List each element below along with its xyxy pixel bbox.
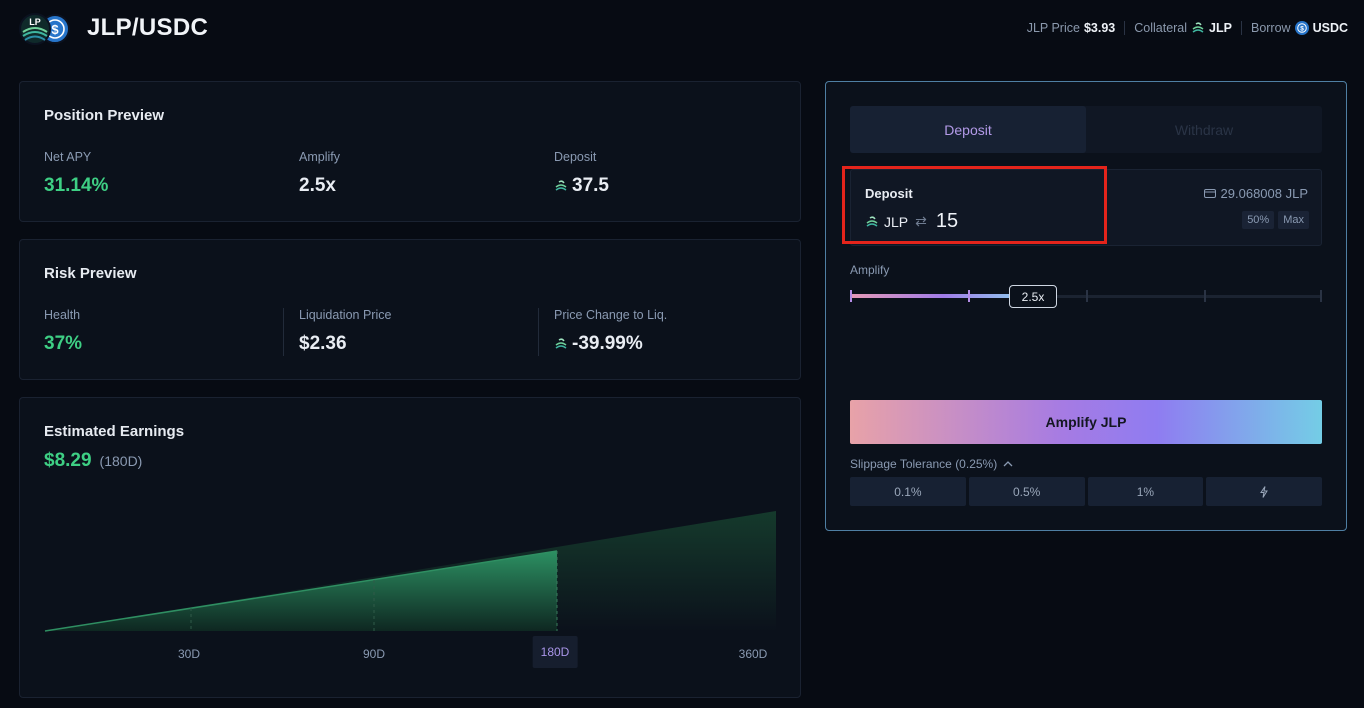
deposit-value: 37.5 xyxy=(572,175,609,196)
collateral-label: Collateral xyxy=(1134,21,1188,35)
amplify-jlp-button[interactable]: Amplify JLP xyxy=(850,400,1322,444)
earnings-area xyxy=(45,511,776,631)
amplify-label: Amplify xyxy=(299,150,340,164)
liquidation-price-value: $2.36 xyxy=(299,333,347,354)
slippage-option-0-5[interactable]: 0.5% xyxy=(968,477,1085,506)
deposit-amount-input[interactable]: 15 xyxy=(935,210,959,232)
borrow-label: Borrow xyxy=(1250,21,1291,35)
page-title: JLP/USDC xyxy=(87,14,209,41)
position-preview-card: Position Preview Net APY 31.14% Amplify … xyxy=(19,81,801,222)
divider xyxy=(1124,21,1126,35)
amplify-value: 2.5x xyxy=(299,175,336,196)
slider-tick xyxy=(1086,290,1088,302)
svg-text:$: $ xyxy=(51,22,59,37)
lightning-icon xyxy=(1260,485,1269,498)
slippage-label: Slippage Tolerance (0.25%) xyxy=(850,457,998,471)
jlp-token-icon xyxy=(866,215,878,227)
slippage-option-1[interactable]: 1% xyxy=(1087,477,1204,506)
tick-180d[interactable]: 180D xyxy=(532,636,578,668)
slider-tick xyxy=(968,290,970,302)
jlp-price: JLP Price $3.93 xyxy=(1027,21,1116,35)
net-apy-label: Net APY xyxy=(44,150,92,164)
divider xyxy=(538,308,539,356)
deposit-token-row: JLP ⇄ 15 xyxy=(865,210,958,233)
jlp-price-value: $3.93 xyxy=(1083,21,1116,35)
estimated-earnings-card: Estimated Earnings $8.29 (180D) 30D 90D … xyxy=(19,397,801,698)
quick-amount-buttons: 50% Max xyxy=(1242,211,1309,229)
pair-logo: $ LP xyxy=(18,12,70,46)
wallet-balance-value: 29.068008 JLP xyxy=(1220,186,1308,201)
slider-tick xyxy=(850,290,852,302)
jlp-token-icon xyxy=(555,180,567,191)
risk-preview-card: Risk Preview Health 37% Liquidation Pric… xyxy=(19,239,801,380)
half-button[interactable]: 50% xyxy=(1242,211,1275,229)
amplify-slider-thumb[interactable]: 2.5x xyxy=(1009,285,1057,308)
liquidation-price-label: Liquidation Price xyxy=(299,308,392,322)
jlp-price-label: JLP Price xyxy=(1026,21,1080,35)
price-change-value: -39.99% xyxy=(572,333,643,354)
deposit-input-label: Deposit xyxy=(865,186,913,201)
max-button[interactable]: Max xyxy=(1278,211,1309,229)
jlp-token-icon xyxy=(1192,22,1204,33)
swap-arrows-icon[interactable]: ⇄ xyxy=(915,213,927,229)
deposit-withdraw-tabs: Deposit Withdraw xyxy=(850,106,1322,153)
amplify-panel: Deposit Withdraw Deposit JLP ⇄ 15 29.068… xyxy=(825,81,1347,531)
amplify-slider-fill xyxy=(850,294,1020,298)
risk-preview-title: Risk Preview xyxy=(44,265,137,282)
deposit-highlight-box xyxy=(842,166,1107,244)
jlp-token-icon xyxy=(555,338,567,349)
wallet-icon xyxy=(1203,189,1216,198)
slider-tick xyxy=(1320,290,1322,302)
tick-360d[interactable]: 360D xyxy=(738,647,768,661)
slippage-option-dynamic[interactable] xyxy=(1206,477,1322,506)
svg-text:$: $ xyxy=(1300,26,1304,33)
borrow-info: Borrow $ USDC xyxy=(1251,21,1348,35)
chevron-up-icon xyxy=(1003,461,1013,467)
divider xyxy=(1240,21,1242,35)
tab-withdraw[interactable]: Withdraw xyxy=(1174,121,1234,138)
usdc-token-icon: $ xyxy=(1294,21,1309,35)
tick-90d[interactable]: 90D xyxy=(362,647,386,661)
position-preview-title: Position Preview xyxy=(44,107,165,124)
price-change-stat: -39.99% xyxy=(554,333,643,355)
tick-30d[interactable]: 30D xyxy=(177,647,201,661)
wallet-balance: 29.068008 JLP xyxy=(1203,186,1308,201)
earnings-amount: $8.29 xyxy=(44,450,92,471)
earnings-value: $8.29 (180D) xyxy=(44,450,142,472)
divider xyxy=(283,308,284,356)
slippage-option-0-1[interactable]: 0.1% xyxy=(850,477,966,506)
earnings-chart xyxy=(44,511,776,632)
collateral-info: Collateral JLP xyxy=(1134,21,1232,35)
health-label: Health xyxy=(44,308,81,322)
slippage-options: 0.1% 0.5% 1% xyxy=(850,477,1322,506)
slider-tick xyxy=(1204,290,1206,302)
deposit-input-box[interactable]: Deposit JLP ⇄ 15 29.068008 JLP 50% Max xyxy=(850,169,1322,246)
amplify-slider-label: Amplify xyxy=(850,263,890,277)
deposit-token: JLP xyxy=(884,213,909,230)
market-info: JLP Price $3.93 Collateral JLP Borrow $ … xyxy=(1027,21,1348,35)
net-apy-value: 31.14% xyxy=(44,175,109,196)
collateral-token: JLP xyxy=(1209,21,1232,35)
earnings-title: Estimated Earnings xyxy=(44,423,185,440)
deposit-label: Deposit xyxy=(554,150,597,164)
borrow-token: USDC xyxy=(1312,21,1348,35)
price-change-label: Price Change to Liq. xyxy=(554,308,668,322)
deposit-stat: 37.5 xyxy=(554,175,609,197)
earnings-period: (180D) xyxy=(99,453,143,469)
earnings-line xyxy=(44,550,558,632)
tab-deposit[interactable]: Deposit xyxy=(850,106,1086,153)
svg-text:LP: LP xyxy=(29,17,41,27)
slippage-toggle[interactable]: Slippage Tolerance (0.25%) xyxy=(850,457,1013,471)
health-value: 37% xyxy=(44,333,83,354)
